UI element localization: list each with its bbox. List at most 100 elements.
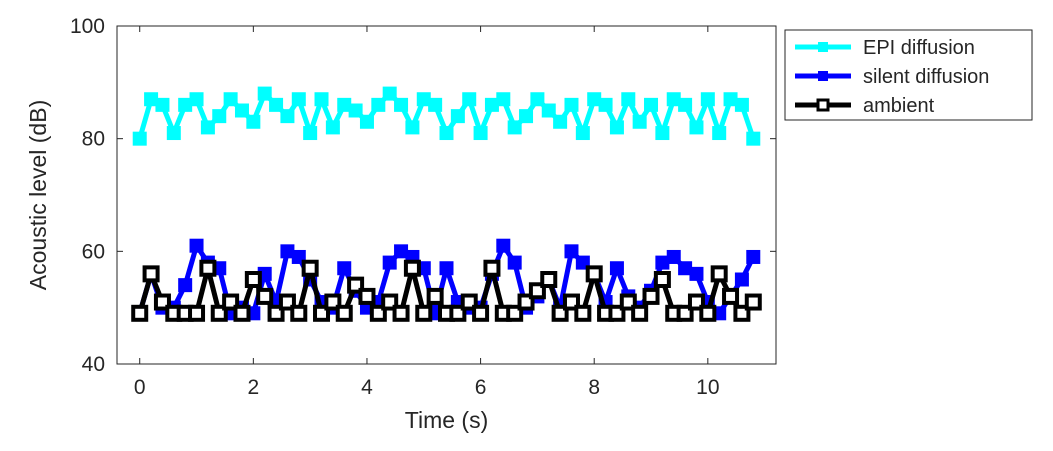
data-point [700, 92, 715, 107]
data-point [621, 92, 636, 107]
data-point [415, 304, 433, 322]
data-point [746, 249, 761, 264]
data-point [678, 97, 693, 112]
data-point [244, 271, 262, 288]
data-point [405, 120, 420, 135]
data-point [189, 238, 204, 253]
data-point [303, 126, 318, 141]
data-point [710, 265, 728, 283]
data-point [291, 92, 306, 107]
data-point [744, 293, 762, 311]
data-point [178, 278, 193, 293]
data-point [335, 304, 353, 322]
data-point [631, 304, 649, 322]
data-point [314, 92, 329, 107]
data-point [200, 120, 215, 135]
data-point [394, 97, 409, 112]
data-point [269, 97, 284, 112]
data-point [564, 97, 579, 112]
data-point [358, 287, 376, 305]
data-point [188, 304, 206, 322]
data-point [280, 109, 295, 124]
legend-entry: silent diffusion [795, 66, 989, 88]
data-point [574, 304, 592, 322]
x-axis-ticks: 0 2 4 6 8 10 [134, 26, 720, 399]
data-point [655, 126, 670, 141]
data-point [290, 304, 308, 322]
y-axis-label: Acoustic level (dB) [25, 100, 51, 290]
data-point [301, 259, 319, 277]
data-point [507, 255, 522, 270]
data-point [689, 266, 704, 281]
legend-label: silent diffusion [863, 66, 989, 88]
data-point [382, 86, 397, 101]
legend-swatch-marker [818, 71, 828, 81]
data-point [428, 97, 443, 112]
data-point [632, 114, 647, 129]
data-point [189, 92, 204, 107]
data-point [530, 92, 545, 107]
data-point [462, 92, 477, 107]
data-point [132, 131, 147, 146]
data-point [689, 120, 704, 135]
data-point [496, 238, 511, 253]
data-point [382, 255, 397, 270]
data-point [450, 109, 465, 124]
data-point [234, 103, 249, 118]
axes-box [116, 25, 777, 365]
data-point [257, 86, 272, 101]
data-point [337, 261, 352, 276]
series-ambient [131, 259, 762, 322]
data-point [712, 126, 727, 141]
data-point [722, 287, 740, 305]
data-point [439, 126, 454, 141]
y-tick-label: 100 [70, 15, 105, 38]
data-point [403, 259, 421, 277]
legend-entries: EPI diffusion silent diffusion ambient [795, 37, 989, 117]
data-point [653, 271, 671, 288]
series-layer [131, 86, 762, 322]
data-point [585, 265, 603, 283]
data-point [142, 265, 160, 283]
data-point [666, 249, 681, 264]
data-point [609, 261, 624, 276]
data-point [348, 103, 363, 118]
data-point [233, 304, 251, 322]
legend-entry: ambient [795, 95, 935, 117]
data-point [519, 109, 534, 124]
x-tick-label: 10 [696, 376, 719, 399]
data-point [472, 304, 490, 322]
x-axis-label: Time (s) [405, 407, 488, 433]
y-axis-ticks: 40 60 80 100 [70, 15, 776, 376]
data-point [439, 261, 454, 276]
x-tick-label: 0 [134, 376, 146, 399]
data-point [166, 126, 181, 141]
data-point [359, 114, 374, 129]
series-epi-diffusion [132, 86, 761, 146]
legend-label: EPI diffusion [863, 37, 975, 59]
data-point [575, 126, 590, 141]
data-point [553, 114, 568, 129]
data-point [483, 259, 501, 277]
data-point [392, 304, 410, 322]
data-point [609, 120, 624, 135]
x-tick-label: 2 [248, 376, 260, 399]
data-point [734, 272, 749, 287]
data-point [371, 97, 386, 112]
data-point [473, 126, 488, 141]
x-tick-label: 4 [361, 376, 373, 399]
data-point [212, 109, 227, 124]
data-point [325, 120, 340, 135]
data-point [644, 97, 659, 112]
x-tick-label: 8 [588, 376, 600, 399]
data-point [256, 287, 274, 305]
data-point [426, 287, 444, 305]
legend: EPI diffusion silent diffusion ambient [784, 29, 1033, 121]
data-point [541, 103, 556, 118]
data-point [734, 97, 749, 112]
data-point [496, 92, 511, 107]
legend-entry: EPI diffusion [795, 37, 975, 59]
data-point [598, 97, 613, 112]
data-point [223, 92, 238, 107]
